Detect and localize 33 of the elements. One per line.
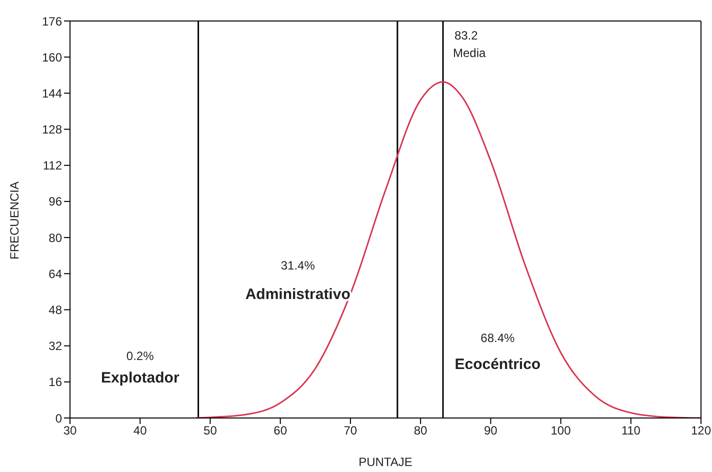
y-tick-label: 176 [42, 14, 62, 28]
x-tick-label: 40 [133, 424, 148, 438]
x-tick-label: 110 [621, 424, 641, 438]
x-tick-label: 90 [484, 424, 498, 438]
annotation: 31.4% [280, 258, 316, 273]
annotation: Administrativo [245, 286, 350, 303]
y-tick-label: 32 [48, 339, 62, 354]
annotation: 68.4% [480, 330, 516, 345]
x-tick-label: 80 [414, 424, 428, 438]
y-tick-label: 80 [48, 230, 62, 245]
y-tick-label: 128 [42, 122, 62, 137]
x-tick-label: 60 [274, 424, 288, 438]
ref-line-label: Media [452, 46, 486, 60]
y-tick-label: 112 [42, 158, 62, 173]
x-tick-label: 30 [63, 424, 77, 438]
annotation: Ecocéntrico [454, 356, 541, 373]
y-tick-label: 160 [42, 50, 62, 64]
y-tick-label: 48 [48, 302, 62, 317]
x-tick-label: 120 [690, 424, 712, 438]
x-tick-label: 100 [550, 424, 572, 438]
y-tick-label: 0 [55, 411, 62, 426]
annotation: 83.2 [454, 28, 478, 43]
y-tick-label: 96 [48, 194, 62, 209]
x-tick-label: 50 [204, 424, 218, 438]
x-axis-title: PUNTAJE [358, 455, 412, 469]
x-tick-label: 70 [344, 424, 358, 438]
y-tick-label: 16 [48, 375, 62, 390]
y-tick-label: 64 [48, 266, 62, 281]
annotation: Explotador [100, 369, 180, 386]
y-tick-label: 144 [42, 86, 62, 100]
y-axis-title: FRECUENCIA [7, 181, 22, 260]
line-series [195, 81, 701, 418]
annotation: 0.2% [126, 348, 154, 363]
